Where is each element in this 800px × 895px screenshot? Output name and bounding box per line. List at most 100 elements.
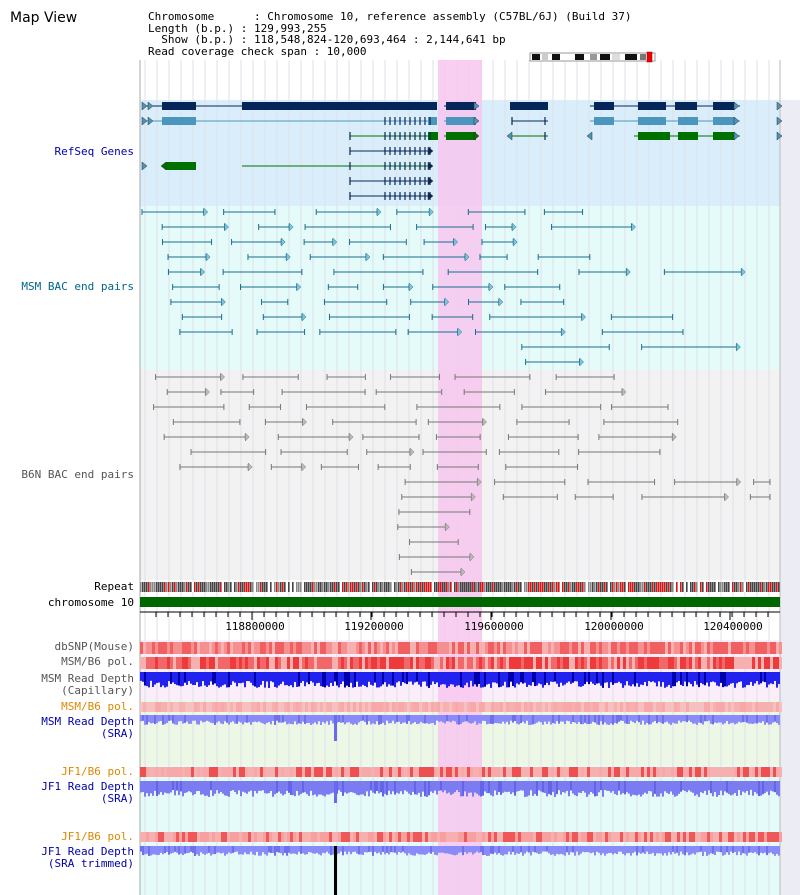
heat-cell	[572, 642, 575, 654]
depth-bar	[526, 715, 528, 721]
repeat-element	[510, 582, 512, 592]
heat-cell	[674, 702, 677, 712]
depth-bar	[480, 715, 482, 724]
track-label-jf1-b6-pol-2[interactable]: JF1/B6 pol.	[61, 830, 134, 843]
repeat-element	[406, 582, 408, 592]
track-label-msm-read-depth-capillary[interactable]: MSM Read Depth (Capillary)	[41, 672, 134, 697]
depth-bar	[622, 715, 624, 721]
depth-bar	[226, 672, 228, 688]
heat-cell	[620, 702, 623, 712]
heat-cell	[668, 832, 671, 842]
heat-cell	[755, 657, 758, 669]
depth-bar	[450, 846, 452, 855]
repeat-element	[622, 582, 624, 592]
depth-bar	[680, 715, 682, 723]
heat-cell	[533, 657, 536, 669]
heat-cell	[200, 642, 203, 654]
depth-bar	[752, 781, 754, 796]
heat-cell	[176, 767, 179, 777]
depth-bar	[272, 672, 274, 683]
depth-bar	[620, 781, 622, 795]
repeat-element	[724, 582, 726, 592]
heat-cell	[638, 832, 641, 842]
repeat-element	[192, 582, 194, 592]
repeat-element	[658, 582, 660, 592]
depth-bar	[700, 781, 702, 793]
track-label-jf1-b6-pol[interactable]: JF1/B6 pol.	[61, 765, 134, 778]
depth-bar	[686, 846, 688, 853]
heat-cell	[734, 642, 737, 654]
heat-cell	[659, 657, 662, 669]
gene-exon	[510, 102, 548, 110]
track-label-msm-bac[interactable]: MSM BAC end pairs	[21, 280, 134, 293]
depth-bar	[410, 672, 412, 682]
depth-bar	[302, 846, 304, 854]
heat-cell	[659, 832, 662, 842]
track-label-refseq-genes[interactable]: RefSeq Genes	[54, 145, 134, 158]
heat-cell	[734, 832, 737, 842]
depth-bar	[644, 846, 646, 854]
depth-bar	[142, 781, 144, 792]
depth-bar	[338, 846, 340, 854]
depth-bar	[164, 781, 166, 793]
depth-bar	[148, 846, 150, 856]
depth-bar	[332, 781, 334, 793]
heat-cell	[698, 657, 701, 669]
heat-cell	[722, 657, 725, 669]
repeat-element	[608, 582, 610, 592]
depth-bar	[168, 715, 170, 721]
depth-bar	[474, 781, 476, 793]
heat-cell	[569, 642, 572, 654]
heat-cell	[281, 832, 284, 842]
depth-bar	[288, 846, 290, 853]
repeat-element	[198, 582, 200, 592]
depth-bar	[140, 781, 142, 793]
heat-cell	[524, 702, 527, 712]
heat-cell	[371, 832, 374, 842]
repeat-element	[304, 582, 306, 592]
depth-bar	[254, 715, 256, 722]
heat-cell	[164, 657, 167, 669]
heat-cell	[623, 767, 626, 777]
depth-bar	[154, 846, 156, 855]
heat-cell	[569, 702, 572, 712]
depth-bar	[594, 846, 596, 856]
track-label-jf1-read-depth-sra[interactable]: JF1 Read Depth (SRA)	[41, 780, 134, 805]
repeat-element	[248, 582, 250, 592]
heat-cell	[725, 642, 728, 654]
depth-bar	[240, 781, 242, 797]
track-label-msm-read-depth-sra[interactable]: MSM Read Depth (SRA)	[41, 715, 134, 740]
depth-bar	[772, 672, 774, 685]
depth-bar	[304, 846, 306, 855]
track-label-jf1-read-depth-trimmed[interactable]: JF1 Read Depth (SRA trimmed)	[41, 845, 134, 870]
heat-cell	[539, 657, 542, 669]
repeat-element	[512, 582, 514, 592]
depth-bar	[210, 672, 212, 682]
heat-cell	[443, 642, 446, 654]
heat-cell	[428, 642, 431, 654]
depth-bar	[518, 781, 520, 791]
depth-bar	[510, 715, 512, 721]
depth-bar	[600, 715, 602, 722]
depth-bar	[420, 781, 422, 797]
depth-bar	[694, 672, 696, 682]
heat-cell	[176, 657, 179, 669]
depth-bar	[432, 846, 434, 852]
heat-cell	[158, 642, 161, 654]
depth-bar	[328, 715, 330, 725]
track-label-dbsnp[interactable]: dbSNP(Mouse)	[54, 640, 134, 653]
repeat-element	[230, 582, 232, 592]
heat-cell	[590, 767, 593, 777]
heat-cell	[644, 702, 647, 712]
track-label-b6n-bac[interactable]: B6N BAC end pairs	[21, 468, 134, 481]
heat-cell	[281, 642, 284, 654]
gene-strand-arrow	[586, 131, 593, 141]
heat-cell	[476, 642, 479, 654]
depth-bar	[378, 846, 380, 853]
depth-bar	[264, 672, 266, 688]
depth-bar	[236, 781, 238, 795]
track-label-msm-b6-pol-2[interactable]: MSM/B6 pol.	[61, 700, 134, 713]
heat-cell	[743, 657, 746, 669]
track-label-msm-b6-pol[interactable]: MSM/B6 pol.	[61, 655, 134, 668]
